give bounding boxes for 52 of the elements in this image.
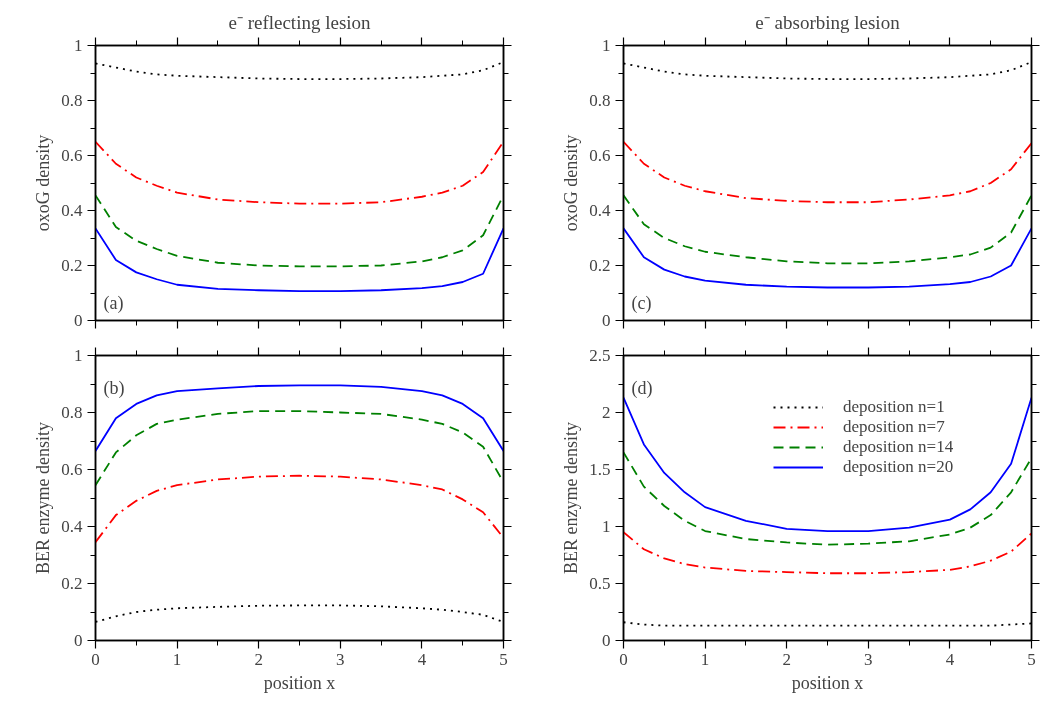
y-tick-label: 2 — [602, 403, 611, 422]
legend-label: deposition n=20 — [843, 457, 954, 477]
y-tick-label: 1 — [602, 36, 611, 55]
x-tick-label: 5 — [499, 649, 508, 669]
legend-label: deposition n=7 — [843, 417, 945, 437]
x-tick-label: 0 — [619, 649, 628, 669]
y-tick-label: 0 — [602, 631, 611, 650]
y-tick-label: 0.6 — [61, 146, 83, 165]
legend-label: deposition n=1 — [843, 397, 945, 417]
y-axis-title: BER enzyme density — [33, 422, 54, 574]
y-tick-label: 0.4 — [589, 201, 611, 220]
legend-label: deposition n=14 — [843, 437, 954, 457]
y-tick-label: 2.5 — [589, 346, 611, 365]
y-tick-label: 0.8 — [589, 91, 611, 110]
x-tick-label: 2 — [254, 649, 263, 669]
y-tick-label: 1 — [74, 346, 83, 365]
x-tick-label: 5 — [1027, 649, 1036, 669]
y-axis-title: oxoG density — [33, 134, 54, 232]
x-tick-label: 3 — [336, 649, 345, 669]
y-tick-label: 0.8 — [61, 91, 83, 110]
y-tick-label: 0.8 — [61, 403, 83, 422]
y-tick-label: 0.4 — [61, 201, 83, 220]
x-tick-label: 4 — [417, 649, 427, 669]
annotation: (d) — [631, 377, 653, 399]
y-tick-label: 1 — [602, 517, 611, 536]
y-tick-label: 0.6 — [589, 146, 611, 165]
annotation: (a) — [103, 292, 124, 314]
x-tick-label: 1 — [172, 649, 182, 669]
y-tick-label: 1 — [74, 36, 83, 55]
y-tick-label: 0.2 — [589, 256, 611, 275]
x-tick-label: 4 — [945, 649, 955, 669]
y-tick-label: 0.2 — [61, 256, 83, 275]
x-tick-label: 3 — [864, 649, 873, 669]
y-tick-label: 0.6 — [61, 460, 83, 479]
y-tick-label: 0 — [74, 311, 83, 330]
annotation: (c) — [631, 292, 652, 314]
x-tick-label: 0 — [91, 649, 100, 669]
x-tick-label: 1 — [700, 649, 710, 669]
y-tick-label: 0.4 — [61, 517, 83, 536]
y-axis-title: BER enzyme density — [561, 422, 582, 574]
chart-title: e⁻ absorbing lesion — [755, 11, 901, 33]
x-axis-title: position x — [791, 672, 864, 693]
y-tick-label: 1.5 — [589, 460, 611, 479]
annotation: (b) — [103, 377, 125, 399]
x-tick-label: 2 — [782, 649, 791, 669]
y-tick-label: 0 — [74, 631, 83, 650]
y-axis-title: oxoG density — [561, 134, 582, 232]
chart-title: e⁻ reflecting lesion — [228, 11, 372, 33]
x-axis-title: position x — [263, 672, 336, 693]
y-tick-label: 0 — [602, 311, 611, 330]
y-tick-label: 0.2 — [61, 574, 83, 593]
y-tick-label: 0.5 — [589, 574, 611, 593]
